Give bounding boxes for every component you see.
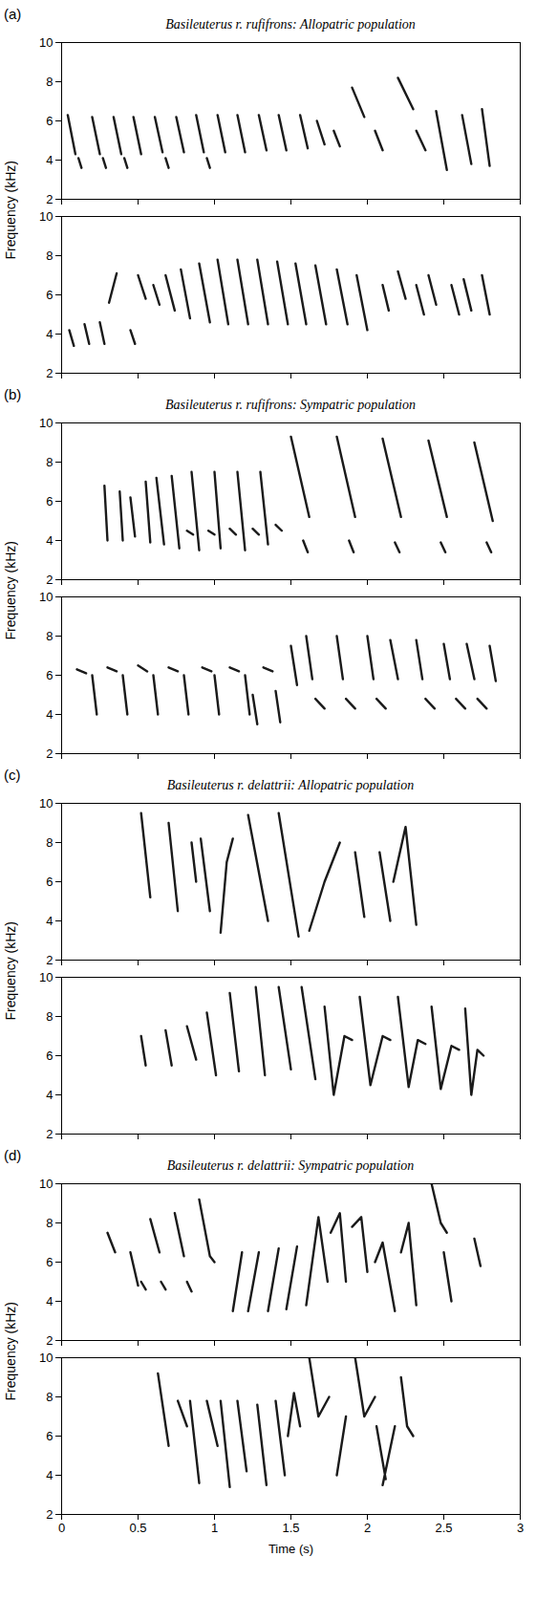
svg-text:1.5: 1.5	[281, 1520, 300, 1535]
html-text:(a): (a)	[3, 5, 22, 22]
svg-text:8: 8	[45, 74, 53, 89]
svg-text:10: 10	[39, 416, 53, 430]
svg-text:6: 6	[45, 1048, 53, 1063]
svg-text:4: 4	[45, 1467, 53, 1482]
svg-text:4: 4	[45, 533, 53, 548]
svg-text:8: 8	[45, 248, 53, 263]
svg-text:4: 4	[45, 1087, 53, 1102]
svg-text:2: 2	[364, 1520, 371, 1535]
html-text:Frequency (kHz): Frequency (kHz)	[2, 921, 19, 1021]
html-text:Frequency (kHz): Frequency (kHz)	[2, 541, 19, 640]
svg-text:6: 6	[45, 1428, 53, 1443]
svg-text:2: 2	[45, 365, 53, 381]
svg-text:0: 0	[58, 1520, 65, 1535]
svg-text:8: 8	[45, 1008, 53, 1024]
svg-text:10: 10	[39, 210, 53, 224]
svg-text:10: 10	[39, 36, 53, 50]
svg-text:2: 2	[45, 572, 53, 587]
svg-text:8: 8	[45, 835, 53, 850]
svg-text:3: 3	[516, 1520, 524, 1535]
svg-text:6: 6	[45, 874, 53, 889]
svg-text:4: 4	[45, 1293, 53, 1308]
svg-text:4: 4	[45, 913, 53, 928]
svg-text:0.5: 0.5	[128, 1520, 147, 1535]
svg-text:8: 8	[45, 454, 53, 470]
html-text:Basileuterus r. rufifrons: Sym: Basileuterus r. rufifrons: Sympatric pop…	[165, 397, 416, 412]
svg-text:2: 2	[45, 952, 53, 967]
svg-text:4: 4	[45, 152, 53, 168]
html-text:(c): (c)	[3, 766, 21, 783]
svg-text:6: 6	[45, 113, 53, 129]
svg-text:10: 10	[39, 1350, 53, 1365]
svg-text:2: 2	[45, 192, 53, 207]
svg-text:6: 6	[45, 287, 53, 302]
html-text:Basileuterus r. rufifrons: All: Basileuterus r. rufifrons: Allopatric po…	[165, 17, 416, 32]
svg-text:2.5: 2.5	[434, 1520, 452, 1535]
svg-text:4: 4	[45, 326, 53, 342]
svg-text:8: 8	[45, 1215, 53, 1230]
svg-text:10: 10	[39, 1177, 53, 1191]
svg-text:10: 10	[39, 590, 53, 604]
html-text:(b): (b)	[3, 385, 22, 403]
svg-text:6: 6	[45, 667, 53, 683]
svg-text:2: 2	[45, 746, 53, 761]
svg-text:6: 6	[45, 493, 53, 509]
svg-text:8: 8	[45, 628, 53, 644]
html-text:Basileuterus r. delattrii: All: Basileuterus r. delattrii: Allopatric po…	[167, 777, 414, 793]
svg-text:1: 1	[211, 1520, 218, 1535]
svg-text:6: 6	[45, 1254, 53, 1269]
svg-text:2: 2	[45, 1506, 53, 1522]
html-text:Frequency (kHz): Frequency (kHz)	[2, 160, 19, 260]
svg-text:2: 2	[45, 1126, 53, 1141]
svg-text:Time (s): Time (s)	[268, 1541, 314, 1556]
html-text:Basileuterus r. delattrii: Sym: Basileuterus r. delattrii: Sympatric pop…	[166, 1157, 414, 1173]
svg-text:10: 10	[39, 970, 53, 985]
svg-text:8: 8	[45, 1389, 53, 1404]
svg-text:4: 4	[45, 707, 53, 722]
html-text:(d): (d)	[3, 1146, 22, 1163]
svg-text:2: 2	[45, 1332, 53, 1348]
html-text:Frequency (kHz): Frequency (kHz)	[2, 1301, 19, 1401]
svg-text:10: 10	[39, 796, 53, 811]
